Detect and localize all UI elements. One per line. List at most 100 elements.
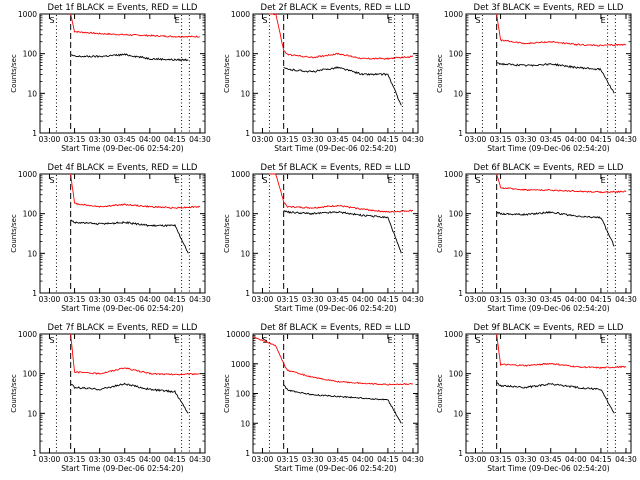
x-tick-label: 03:15	[277, 455, 299, 464]
y-tick-label: 1000	[18, 10, 37, 19]
lld-rate-line	[496, 173, 627, 194]
x-tick-label: 04:00	[139, 135, 161, 144]
y-tick-label: 1	[245, 129, 250, 138]
x-tick-label: 04:15	[590, 455, 612, 464]
lld-rate-line	[496, 333, 626, 369]
x-axis-label: Start Time (09-Dec-06 02:54:20)	[487, 464, 609, 473]
x-tick-label: 03:45	[540, 135, 562, 144]
start-marker-label: S	[49, 336, 54, 345]
x-tick-label: 03:30	[515, 295, 537, 304]
event-rate-line	[70, 382, 189, 414]
x-tick-label: 04:30	[615, 295, 637, 304]
x-tick-label: 03:30	[515, 455, 537, 464]
detector-plot-8: Det 8f BLACK = Events, RED = LLD 1 10 100 10…	[223, 323, 424, 473]
plot-title: Det 6f BLACK = Events, RED = LLD	[474, 163, 624, 173]
plot-title: Det 7f BLACK = Events, RED = LLD	[48, 323, 198, 333]
end-marker-label: E	[388, 16, 393, 25]
x-tick-label: 03:00	[39, 455, 61, 464]
x-axis-label: Start Time (09-Dec-06 02:54:20)	[487, 144, 609, 153]
plot-title: Det 9f BLACK = Events, RED = LLD	[474, 323, 624, 333]
event-rate-line	[496, 62, 615, 94]
start-marker-label: S	[49, 16, 54, 25]
x-tick-label: 03:00	[39, 295, 61, 304]
x-axis-label: Start Time (09-Dec-06 02:54:20)	[274, 304, 396, 313]
plot-frame	[39, 13, 206, 134]
y-axis-label: Counts/sec	[436, 54, 444, 93]
y-tick-label: 1	[458, 289, 463, 298]
x-tick-label: 03:45	[540, 295, 562, 304]
lld-rate-line	[70, 13, 201, 38]
x-tick-label: 04:15	[164, 135, 186, 144]
end-marker-label: E	[388, 336, 393, 345]
plot-frame	[39, 173, 206, 294]
start-marker-label: S	[262, 16, 267, 25]
plot-title: Det 8f BLACK = Events, RED = LLD	[261, 323, 411, 333]
end-marker-label: E	[388, 176, 393, 185]
x-tick-label: 04:00	[565, 135, 587, 144]
x-tick-label: 03:15	[64, 455, 86, 464]
y-axis-label: Counts/sec	[223, 374, 231, 413]
lld-rate-line	[70, 333, 201, 376]
y-tick-label: 100	[449, 370, 464, 379]
x-tick-label: 03:00	[252, 455, 274, 464]
x-tick-label: 03:45	[114, 295, 136, 304]
detector-plot-7: Det 7f BLACK = Events, RED = LLD 1 10 100 10…	[10, 323, 211, 473]
lld-rate-line	[269, 13, 414, 60]
detector-plot-2: Det 2f BLACK = Events, RED = LLD 1 10 100 10…	[223, 3, 424, 153]
y-tick-label: 100	[236, 390, 251, 399]
y-tick-label: 10000	[226, 330, 250, 339]
x-tick-label: 03:00	[465, 455, 487, 464]
x-tick-label: 04:00	[352, 135, 374, 144]
y-axis-label: Counts/sec	[436, 214, 444, 253]
x-tick-label: 03:30	[302, 295, 324, 304]
x-tick-label: 04:00	[565, 455, 587, 464]
y-tick-label: 100	[23, 50, 38, 59]
y-tick-label: 10	[453, 89, 463, 98]
x-tick-label: 03:15	[277, 295, 299, 304]
plot-frame	[465, 333, 632, 454]
x-tick-label: 03:00	[252, 295, 274, 304]
y-tick-label: 1	[458, 129, 463, 138]
y-tick-label: 10	[453, 409, 463, 418]
start-marker-label: S	[475, 336, 480, 345]
y-axis-label: Counts/sec	[10, 374, 18, 413]
x-tick-label: 03:15	[490, 455, 512, 464]
y-tick-label: 100	[449, 50, 464, 59]
y-axis-label: Counts/sec	[223, 214, 231, 253]
y-axis-label: Counts/sec	[436, 374, 444, 413]
x-tick-label: 03:30	[89, 455, 111, 464]
x-tick-label: 03:00	[465, 295, 487, 304]
event-rate-line	[283, 66, 402, 106]
y-tick-label: 1000	[18, 170, 37, 179]
detector-plot-5: Det 5f BLACK = Events, RED = LLD 1 10 100 10…	[223, 163, 424, 313]
y-tick-label: 10	[453, 249, 463, 258]
lld-rate-line	[269, 173, 413, 213]
x-tick-label: 03:45	[540, 455, 562, 464]
x-tick-label: 03:00	[39, 135, 61, 144]
y-tick-label: 1000	[231, 170, 250, 179]
event-rate-line	[70, 219, 189, 254]
end-marker-label: E	[175, 16, 180, 25]
plot-frame	[252, 13, 419, 134]
y-tick-label: 100	[236, 50, 251, 59]
x-tick-label: 04:15	[377, 135, 399, 144]
end-marker-label: E	[175, 336, 180, 345]
x-tick-label: 03:30	[89, 135, 111, 144]
x-tick-label: 03:30	[515, 135, 537, 144]
x-tick-label: 03:15	[490, 135, 512, 144]
x-tick-label: 03:15	[64, 295, 86, 304]
x-tick-label: 03:30	[302, 135, 324, 144]
y-tick-label: 1	[32, 129, 37, 138]
x-tick-label: 04:15	[590, 295, 612, 304]
end-marker-label: E	[175, 176, 180, 185]
y-tick-label: 1000	[444, 330, 463, 339]
x-tick-label: 03:30	[89, 295, 111, 304]
x-tick-label: 04:15	[164, 455, 186, 464]
x-tick-label: 03:45	[327, 295, 349, 304]
x-tick-label: 03:00	[465, 135, 487, 144]
plot-title: Det 2f BLACK = Events, RED = LLD	[261, 3, 411, 13]
x-axis-label: Start Time (09-Dec-06 02:54:20)	[61, 144, 183, 153]
y-tick-label: 1000	[231, 10, 250, 19]
x-tick-label: 04:30	[615, 135, 637, 144]
